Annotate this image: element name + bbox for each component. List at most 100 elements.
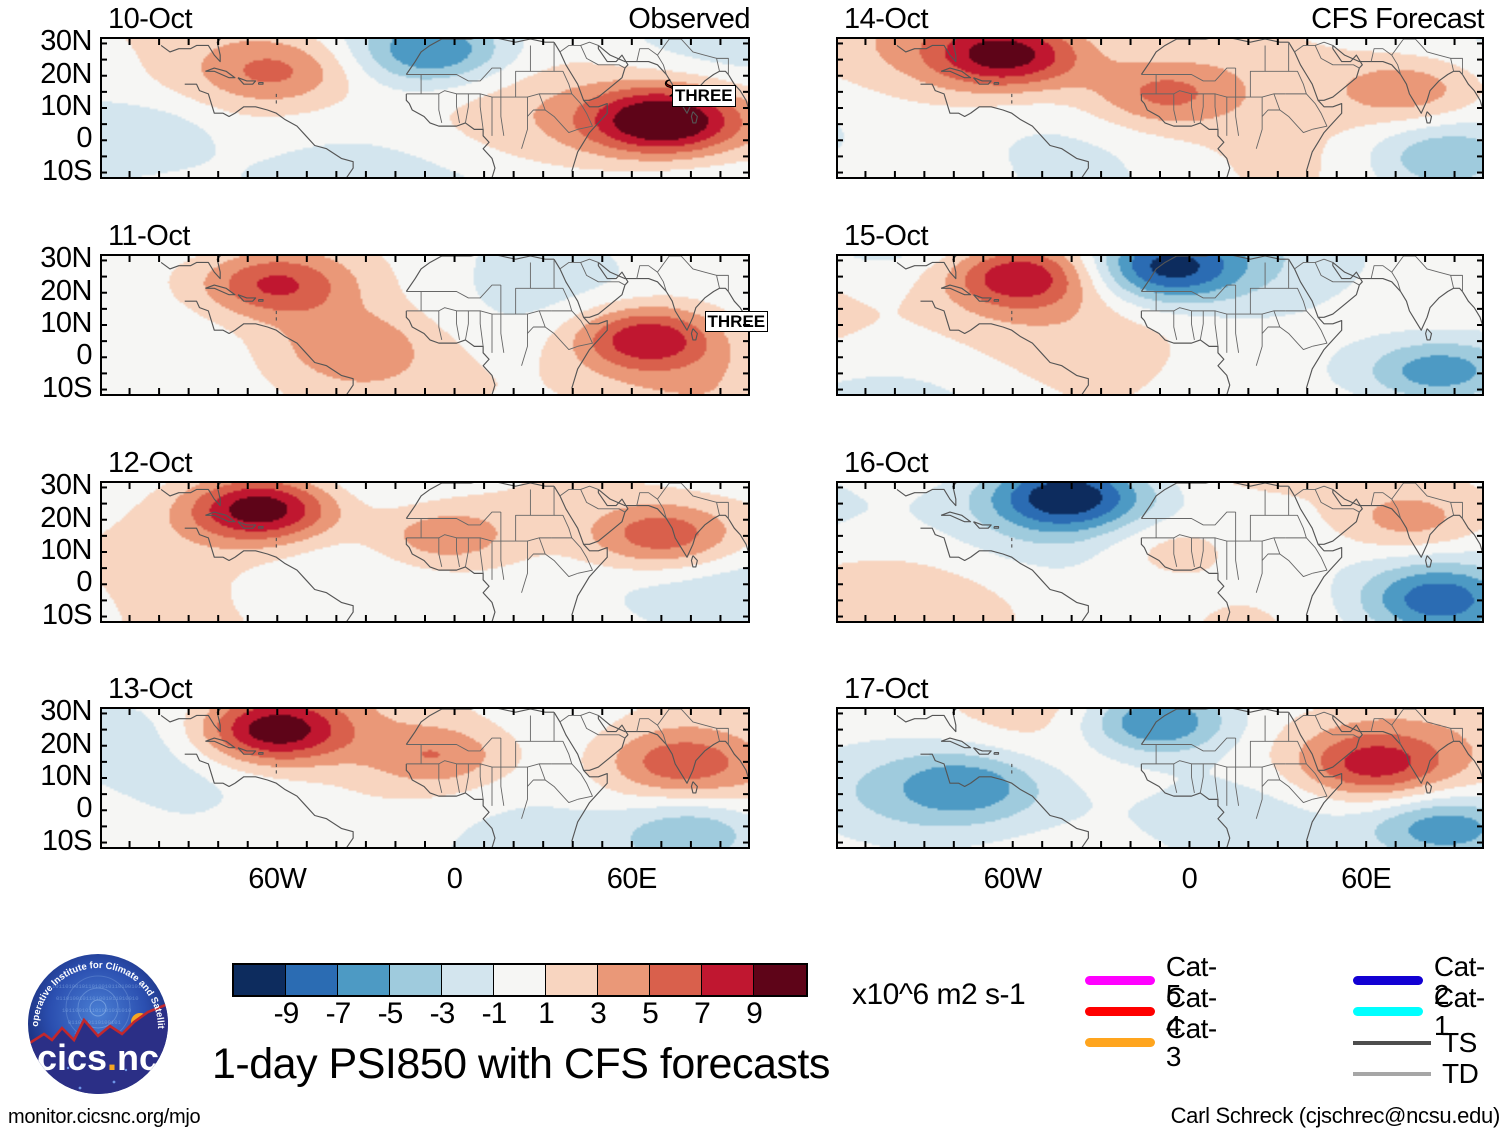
colorbar: -9 -7 -5 -3 -1 1 3 5 7 9: [232, 963, 808, 1037]
y-axis-tick-label: 10N: [40, 534, 92, 566]
y-axis-label-group-row-0: 30N 20N 10N 0 10S: [0, 25, 92, 186]
legend-item-cat-1: Cat-1: [1353, 983, 1493, 1039]
y-axis-tick-label: 30N: [40, 242, 92, 275]
map-panel-grid: THREE THREE: [100, 37, 1484, 849]
map-plot-area: [100, 37, 750, 179]
colorbar-bands: [232, 963, 808, 997]
colorbar-tick-label: 9: [746, 997, 763, 1030]
map-panel-10-oct: THREE: [100, 37, 750, 179]
y-axis-tick-label: 0: [76, 122, 92, 155]
x-axis-tick-label: 60W: [983, 863, 1043, 895]
panel-date-label: 14-Oct: [844, 3, 929, 35]
colorbar-tick-label: -9: [273, 997, 300, 1030]
coastline-overlay: [896, 256, 1482, 394]
colorbar-units-label: x10^6 m2 s-1: [852, 978, 1026, 1011]
y-axis-tick-label: 10S: [41, 598, 93, 631]
colorbar-band: [754, 965, 806, 995]
coastline-overlay: [160, 256, 748, 394]
legend-item-cat-5: Cat-5: [1085, 952, 1225, 1008]
coastline-overlay: [160, 39, 748, 177]
x-axis-tick-label: 60W: [248, 863, 307, 895]
coastline-overlay: [896, 483, 1482, 621]
panel-date-label: 10-Oct: [108, 3, 193, 35]
y-axis-tick-label: 30N: [40, 695, 92, 728]
y-axis-tick-label: 0: [76, 566, 92, 599]
x-axis-tick-label: 60E: [1341, 863, 1392, 895]
y-axis-tick-label: 10N: [40, 760, 92, 792]
x-axis-label-group-col-0: 60W 0 60E: [100, 863, 750, 907]
legend-column-left: Cat-5 Cat-4 Cat-3: [1085, 952, 1225, 1070]
legend-item-ts: TS: [1353, 1027, 1493, 1058]
colorbar-band: [702, 965, 754, 995]
footer-url[interactable]: monitor.cicsnc.org/mjo: [8, 1106, 201, 1128]
colorbar-tick-label: -5: [377, 997, 404, 1030]
y-axis-tick-label: 0: [76, 792, 92, 825]
legend-label: Cat-2: [1433, 950, 1485, 1010]
y-axis-tick-label: 10S: [41, 371, 93, 404]
coastline-overlay: [160, 709, 748, 847]
legend-swatch: [1353, 1040, 1431, 1045]
legend-label: TS: [1442, 1026, 1477, 1058]
legend-label: Cat-5: [1165, 950, 1217, 1010]
colorbar-tick-label: -7: [325, 997, 352, 1030]
colorbar-band: [234, 965, 286, 995]
legend-label: Cat-4: [1165, 981, 1217, 1041]
y-axis-tick-label: 0: [76, 339, 92, 372]
legend-swatch: [1353, 976, 1423, 985]
legend-label: TD: [1442, 1057, 1479, 1089]
map-panel-16-oct: [836, 481, 1484, 623]
map-panel-15-oct: [836, 254, 1484, 396]
y-axis-tick-label: 30N: [40, 25, 92, 58]
x-axis-label-group-col-1: 60W 0 60E: [836, 863, 1484, 907]
legend-column-right: Cat-2 Cat-1 TS TD: [1353, 952, 1493, 1089]
y-axis-label-group-row-3: 30N 20N 10N 0 10S: [0, 695, 92, 856]
storm-name-label: THREE: [704, 310, 769, 333]
map-plot-area: [100, 707, 750, 849]
map-panel-12-oct: [100, 481, 750, 623]
coastline-overlay: [896, 39, 1482, 177]
coastline-overlay: [896, 709, 1482, 847]
colorbar-band: [338, 965, 390, 995]
panel-date-label: 11-Oct: [108, 220, 190, 252]
map-plot-area: [836, 481, 1484, 623]
legend-item-cat-4: Cat-4: [1085, 983, 1225, 1039]
figure-title: 1-day PSI850 with CFS forecasts: [212, 1040, 830, 1088]
svg-text:101100101101001011010: 101100101101001011010: [62, 1007, 131, 1014]
storm-name-label: THREE: [672, 85, 736, 107]
colorbar-tick-label: -1: [481, 997, 508, 1030]
y-axis-tick-label: 10S: [41, 154, 93, 187]
colorbar-band: [650, 965, 702, 995]
colorbar-tick-label: 7: [694, 997, 711, 1030]
y-axis-tick-label: 20N: [40, 274, 92, 307]
svg-text:1011010010110100101101001011: 1011010010110100101101001011: [52, 983, 145, 990]
map-panel-13-oct: [100, 707, 750, 849]
colorbar-tick-label: 1: [538, 997, 555, 1030]
column-header-forecast: CFS Forecast: [1311, 3, 1484, 35]
colorbar-tick-label: 5: [642, 997, 659, 1030]
y-axis-tick-label: 10S: [41, 824, 93, 857]
panel-date-label: 12-Oct: [108, 447, 193, 479]
y-axis-label-group-row-2: 30N 20N 10N 0 10S: [0, 469, 92, 630]
legend-swatch: [1353, 1007, 1423, 1016]
legend-swatch: [1085, 976, 1155, 985]
legend-swatch: [1353, 1071, 1431, 1076]
colorbar-band: [546, 965, 598, 995]
map-plot-area: [836, 254, 1484, 396]
map-plot-area: [836, 37, 1484, 179]
colorbar-band: [598, 965, 650, 995]
x-axis-tick-label: 60E: [606, 863, 658, 895]
panel-date-label: 15-Oct: [844, 220, 929, 252]
panel-date-label: 13-Oct: [108, 673, 193, 705]
legend-label: Cat-3: [1165, 1012, 1217, 1072]
colorbar-tick-labels: -9 -7 -5 -3 -1 1 3 5 7 9: [232, 997, 808, 1037]
legend-swatch: [1085, 1038, 1155, 1047]
colorbar-band: [494, 965, 546, 995]
colorbar-tick-label: -3: [429, 997, 456, 1030]
map-plot-area: [836, 707, 1484, 849]
y-axis-tick-label: 20N: [40, 727, 92, 760]
legend-item-cat-2: Cat-2: [1353, 952, 1493, 1008]
legend-item-td: TD: [1353, 1058, 1493, 1089]
y-axis-label-group-row-1: 30N 20N 10N 0 10S: [0, 242, 92, 403]
y-axis-tick-label: 20N: [40, 57, 92, 90]
y-axis-tick-label: 20N: [40, 501, 92, 534]
